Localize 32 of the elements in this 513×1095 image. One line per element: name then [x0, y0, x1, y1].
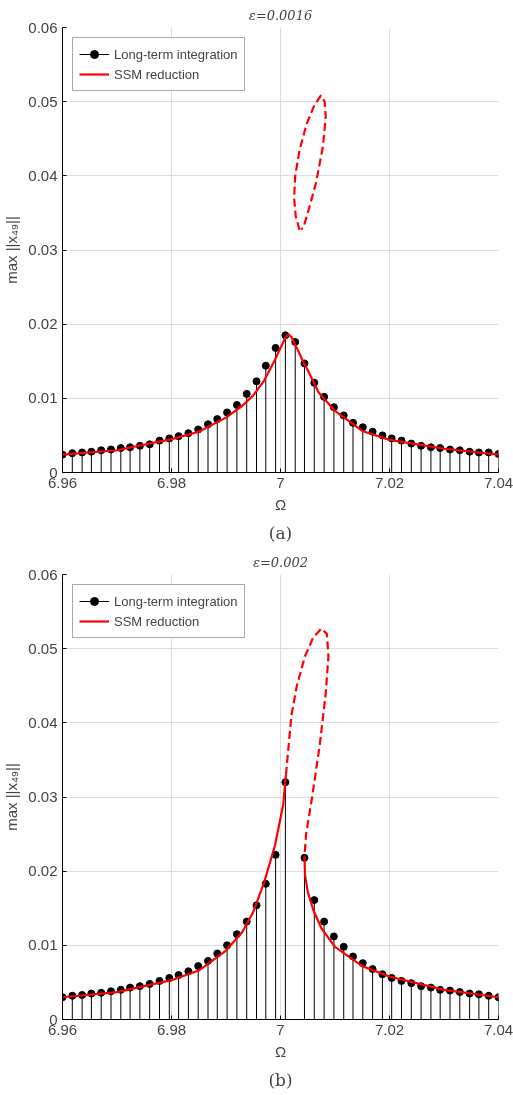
y-tick-label: 0.01 [28, 389, 58, 407]
x-tick-label: 7 [276, 473, 285, 491]
y-tick-label: 0.04 [28, 166, 58, 184]
y-tick-label: 0.01 [28, 936, 58, 954]
y-tick-label: 0.06 [28, 18, 58, 36]
x-axis-title: Ω [274, 1042, 287, 1060]
x-axis-title: Ω [274, 495, 287, 513]
x-tick-label: 7 [276, 1020, 285, 1038]
chart-title: ε=0.0016 [248, 7, 313, 23]
y-tick-label: 0.05 [28, 92, 58, 110]
legend-label: SSM reduction [114, 613, 200, 629]
x-tick-label: 6.98 [156, 473, 187, 491]
y-tick-label: 0.05 [28, 639, 58, 657]
legend-label: SSM reduction [114, 66, 200, 82]
y-tick-label: 0.04 [28, 713, 58, 731]
y-tick-label: 0.02 [28, 862, 58, 880]
x-tick-label: 6.98 [156, 1020, 187, 1038]
x-tick-label: 7.04 [483, 473, 513, 491]
chart-title: ε=0.002 [252, 554, 309, 570]
y-tick-label: 0.03 [28, 241, 58, 258]
x-tick-label: 7.04 [483, 1020, 513, 1038]
y-tick-label: 0.06 [28, 565, 58, 583]
x-tick-label: 7.02 [374, 473, 405, 491]
y-axis-title: max ||x₄₉|| [3, 216, 21, 284]
y-axis-title: max ||x₄₉|| [3, 763, 21, 831]
y-tick-label: 0.02 [28, 315, 58, 333]
legend-label: Long-term integration [114, 46, 238, 62]
legend-label: Long-term integration [114, 593, 238, 609]
text: (a) [268, 522, 293, 543]
x-tick-label: 7.02 [374, 1020, 405, 1038]
y-tick-label: 0.03 [28, 788, 58, 805]
text: (b) [268, 1069, 293, 1090]
